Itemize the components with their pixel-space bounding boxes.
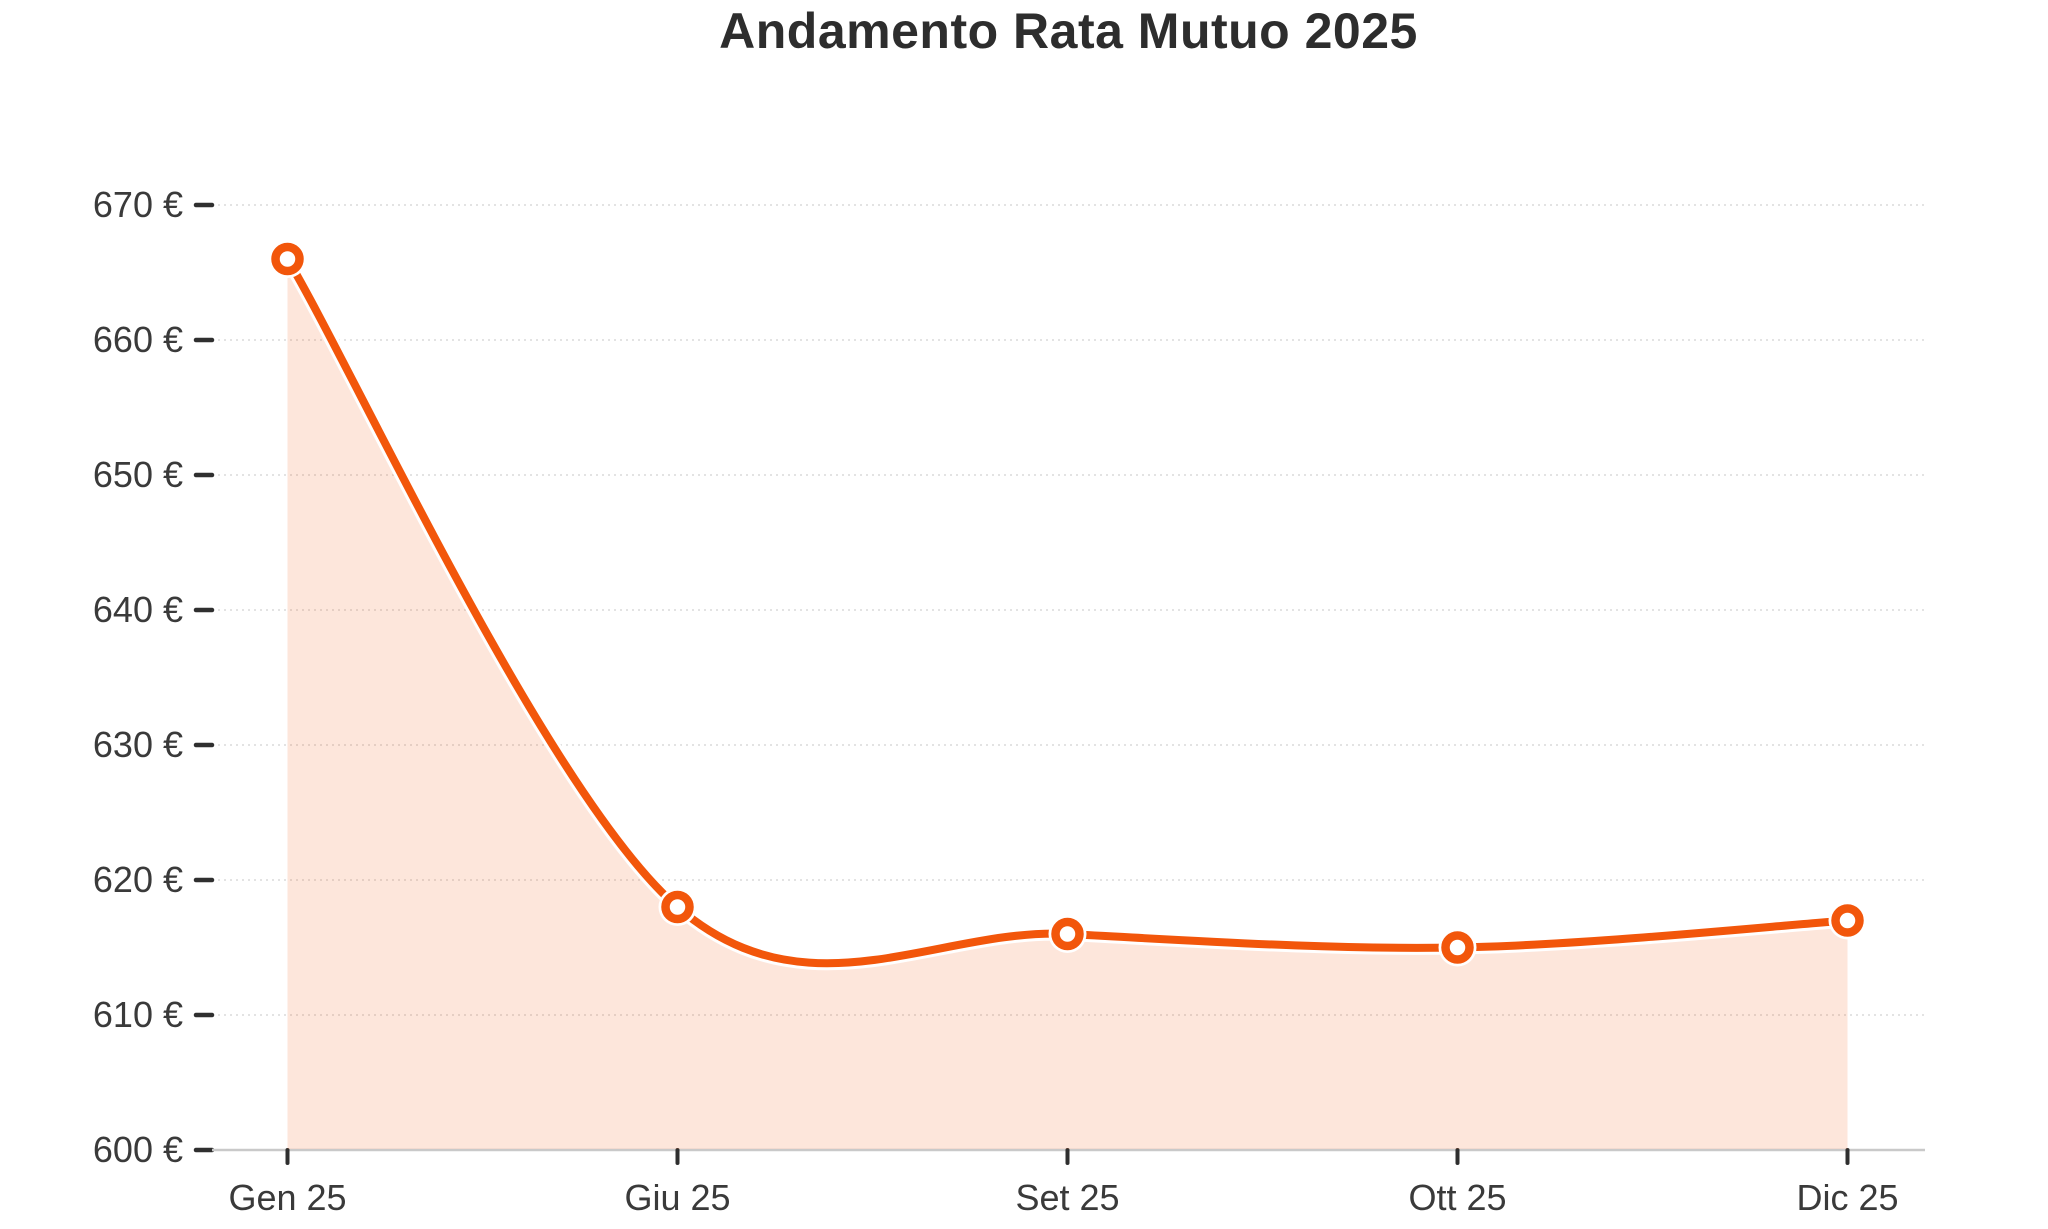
- x-tick-label: Set 25: [1015, 1177, 1119, 1218]
- data-point-marker: [1441, 931, 1474, 964]
- y-tick-label: 670 €: [93, 184, 183, 225]
- y-tick-label: 660 €: [93, 319, 183, 360]
- trend-line: [283, 255, 1852, 968]
- y-tick-label: 630 €: [93, 724, 183, 765]
- chart-title: Andamento Rata Mutuo 2025: [719, 3, 1418, 59]
- y-tick-label: 650 €: [93, 454, 183, 495]
- data-point-marker: [661, 890, 694, 924]
- data-point-marker: [271, 242, 304, 276]
- x-tick-label: Ott 25: [1408, 1177, 1506, 1218]
- area-fill: [287, 259, 1848, 1149]
- x-tick-label: Gen 25: [228, 1177, 346, 1218]
- y-tick-label: 620 €: [93, 859, 183, 900]
- y-tick-label: 600 €: [93, 1129, 183, 1170]
- x-tick-label: Giu 25: [624, 1177, 730, 1218]
- y-tick-label: 640 €: [93, 589, 183, 630]
- data-point-marker: [1831, 904, 1864, 937]
- y-tick-label: 610 €: [93, 994, 183, 1035]
- data-point-marker: [1051, 917, 1084, 951]
- x-tick-label: Dic 25: [1796, 1177, 1898, 1218]
